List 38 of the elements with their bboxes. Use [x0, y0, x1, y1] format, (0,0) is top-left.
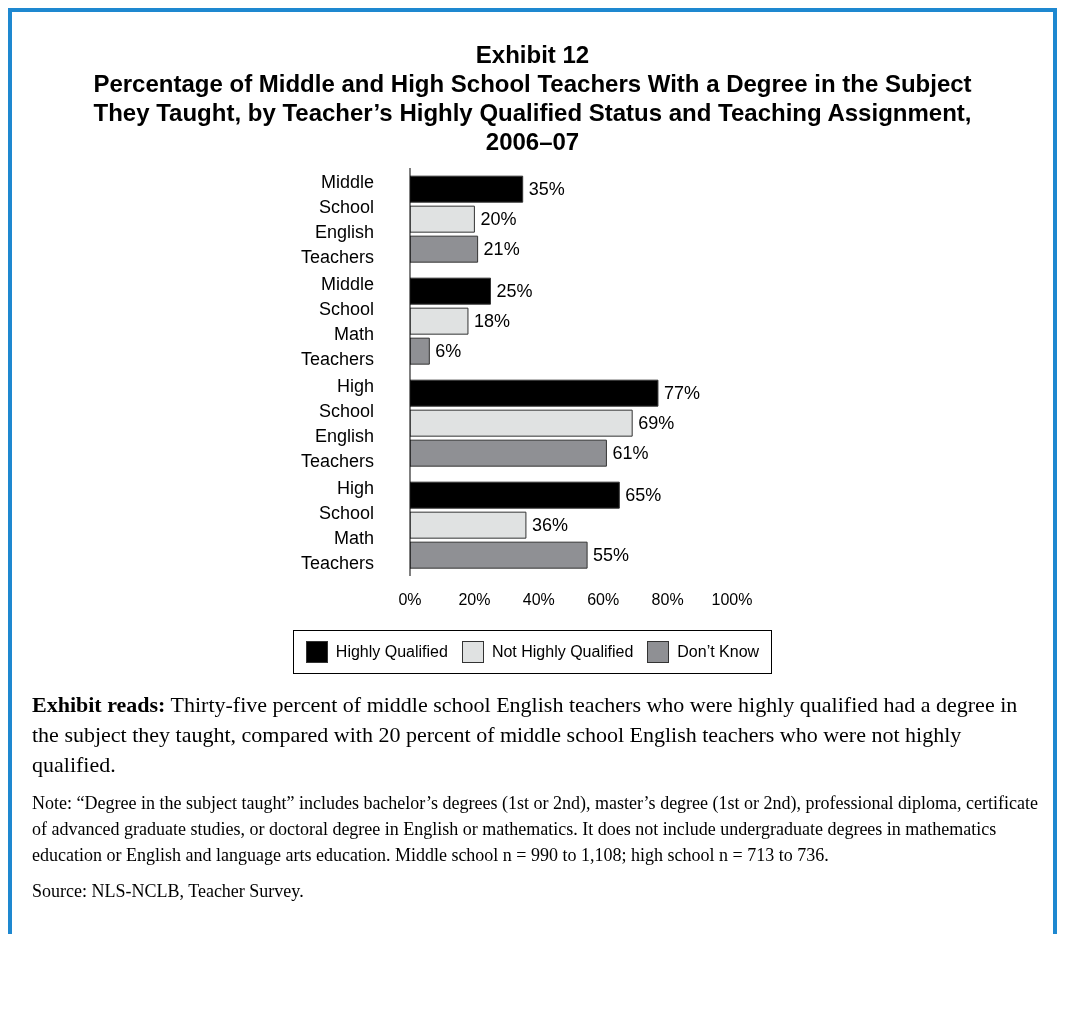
y-tick-label: High School Math Teachers	[300, 477, 374, 573]
data-label: 55%	[593, 545, 630, 566]
bar	[410, 205, 475, 233]
bar	[410, 511, 527, 539]
bar	[410, 307, 469, 335]
bar	[410, 541, 588, 569]
data-label: 77%	[663, 383, 700, 404]
text: Exhibit reads: Thirty-five percent of middle school English teachers who were highly qualified had a degree in the subject they taught, compared with 20 percent of middle school English teachers who were not highly qualified.	[32, 691, 1019, 779]
text: Note: “Degree in the subject taught” includes bachelor’s degrees (1st or 2nd), master’s degree (1st or 2nd), professional diploma, certificate of advanced graduate studies, or doctoral degree in English or mathematics. It does not include undergraduate degrees in mathematics education or English and language arts education. Middle school n = 990 to 1,108; high school n = 713 to 736.	[32, 792, 1039, 867]
data-label: 65%	[625, 485, 662, 506]
bar	[410, 439, 607, 467]
x-tick-label: 100%	[711, 591, 753, 609]
data-label: 21%	[483, 239, 520, 260]
x-tick-label: 40%	[522, 591, 555, 609]
data-label: 61%	[612, 443, 649, 464]
legend-label: Highly Qualified	[334, 642, 448, 662]
data-label: 35%	[528, 179, 565, 200]
legend-label: Don’t Know	[676, 642, 760, 662]
x-tick-label: 80%	[651, 591, 684, 609]
bar	[410, 235, 479, 263]
data-label: 36%	[531, 515, 568, 536]
data-label: 6%	[435, 341, 462, 362]
data-label: 69%	[638, 413, 675, 434]
legend-label: Not Highly Qualified	[490, 642, 634, 662]
x-tick-label: 20%	[458, 591, 491, 609]
chart-title: Exhibit 12	[474, 40, 591, 69]
source-note: Source: NLS-NCLB, Teacher Survey.	[32, 880, 305, 903]
data-label: 25%	[496, 281, 533, 302]
data-label: 20%	[480, 209, 517, 230]
bar	[410, 337, 430, 365]
chart-subtitle: Percentage of Middle and High School Teachers With a Degree in the Subject They Taught, by Teacher’s Highly Qualified Status and Teaching Assignment, 2006–07	[92, 69, 973, 156]
x-tick-label: 60%	[587, 591, 620, 609]
data-label: 18%	[473, 311, 510, 332]
y-tick-label: Middle School English Teachers	[300, 171, 374, 267]
y-tick-label: High School English Teachers	[300, 375, 374, 471]
bar	[410, 409, 633, 437]
x-tick-label: 0%	[398, 591, 422, 609]
y-tick-label: Middle School Math Teachers	[300, 273, 374, 369]
